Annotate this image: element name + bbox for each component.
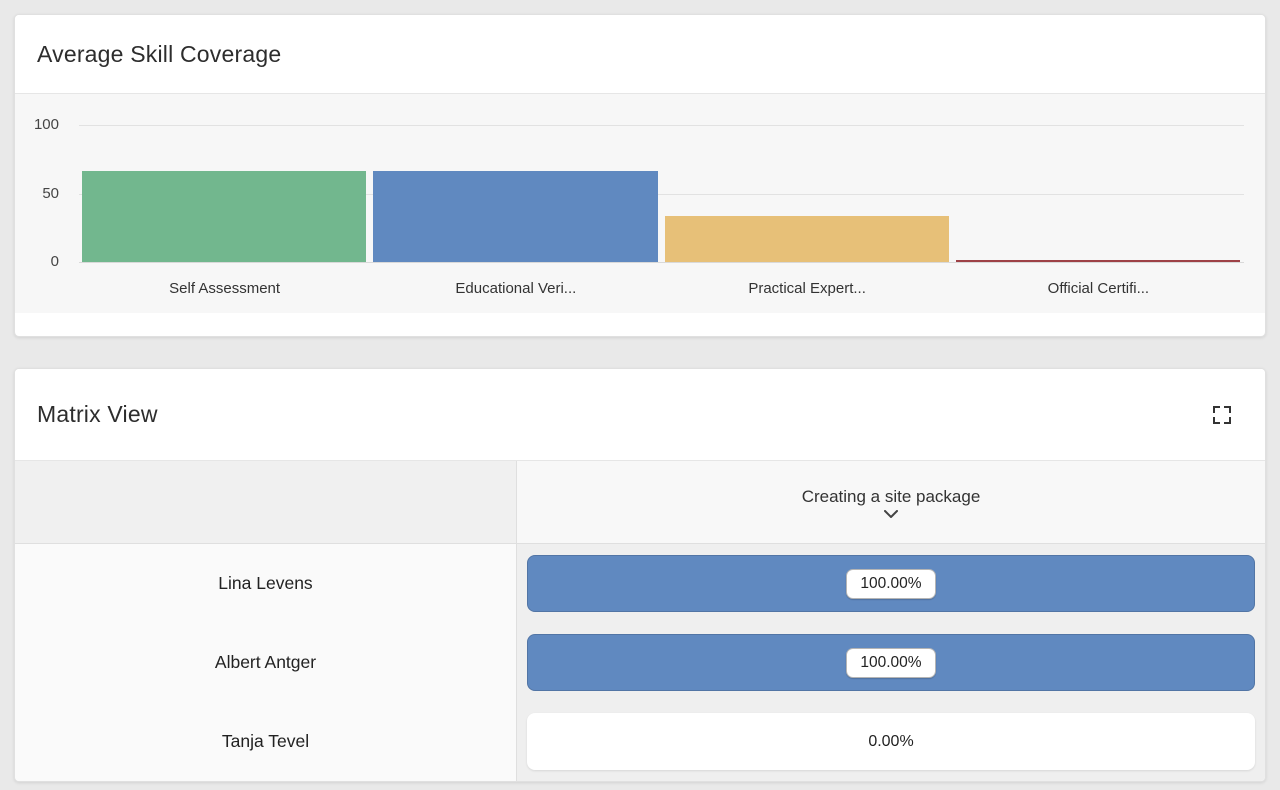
- chart-bar-2[interactable]: [664, 216, 949, 262]
- chevron-down-icon[interactable]: [884, 509, 898, 518]
- skill-coverage-bar-chart: 0 50 100 Self Assessment Educational Veri...…: [15, 94, 1265, 313]
- matrix-row-name: Albert Antger: [15, 623, 517, 702]
- matrix-value-cell: 100.00%: [517, 544, 1265, 623]
- matrix-table: Creating a site package Lina Levens 100.0…: [15, 460, 1265, 781]
- chart-bar-3[interactable]: [955, 260, 1240, 262]
- matrix-body: Lina Levens 100.00% Albert Antger 100.00% Ta…: [15, 544, 1265, 781]
- x-axis-category-label: Self Assessment: [169, 280, 281, 297]
- matrix-row-name: Lina Levens: [15, 544, 517, 623]
- matrix-value-cell: 0.00%: [517, 702, 1265, 781]
- chart-bar-1[interactable]: [373, 170, 658, 262]
- y-axis-tick-label: 50: [42, 184, 59, 202]
- matrix-view-card-header: Matrix View: [15, 369, 1265, 460]
- matrix-value-cell: 100.00%: [517, 623, 1265, 702]
- matrix-row-name: Tanja Tevel: [15, 702, 517, 781]
- chart-bar-0[interactable]: [82, 170, 367, 262]
- fullscreen-button[interactable]: [1212, 405, 1232, 425]
- coverage-bar-empty[interactable]: 0.00%: [527, 713, 1255, 770]
- x-axis-category-label: Official Certifi...: [1047, 280, 1150, 297]
- skill-coverage-card: Average Skill Coverage 0 50 100 Self Assess…: [14, 14, 1266, 337]
- gridline-100: [79, 125, 1244, 126]
- coverage-bar-filled[interactable]: 100.00%: [527, 555, 1255, 612]
- matrix-row: Albert Antger 100.00%: [15, 623, 1265, 702]
- coverage-percent-text: 0.00%: [868, 732, 914, 750]
- fullscreen-icon: [1213, 406, 1231, 424]
- skill-coverage-card-header: Average Skill Coverage: [15, 15, 1265, 94]
- matrix-view-title: Matrix View: [37, 401, 158, 427]
- x-axis-category-label: Educational Veri...: [455, 280, 577, 297]
- gridline-0: [79, 262, 1244, 263]
- coverage-bar-filled[interactable]: 100.00%: [527, 634, 1255, 691]
- matrix-header-row: Creating a site package: [15, 460, 1265, 544]
- coverage-percent-badge: 100.00%: [846, 647, 936, 678]
- y-axis-tick-label: 100: [33, 116, 59, 133]
- matrix-view-card: Matrix View Creating a site package Lina…: [14, 368, 1266, 782]
- matrix-corner-cell: [15, 461, 517, 543]
- matrix-column-header[interactable]: Creating a site package: [517, 461, 1265, 543]
- matrix-row: Lina Levens 100.00%: [15, 544, 1265, 623]
- matrix-column-header-label: Creating a site package: [801, 486, 981, 506]
- x-axis-category-label: Practical Expert...: [748, 280, 866, 297]
- skill-coverage-title: Average Skill Coverage: [37, 40, 282, 67]
- y-axis-tick-label: 0: [50, 253, 59, 270]
- matrix-row: Tanja Tevel 0.00%: [15, 702, 1265, 781]
- gridline-50: [79, 193, 1244, 195]
- coverage-percent-badge: 100.00%: [846, 568, 936, 599]
